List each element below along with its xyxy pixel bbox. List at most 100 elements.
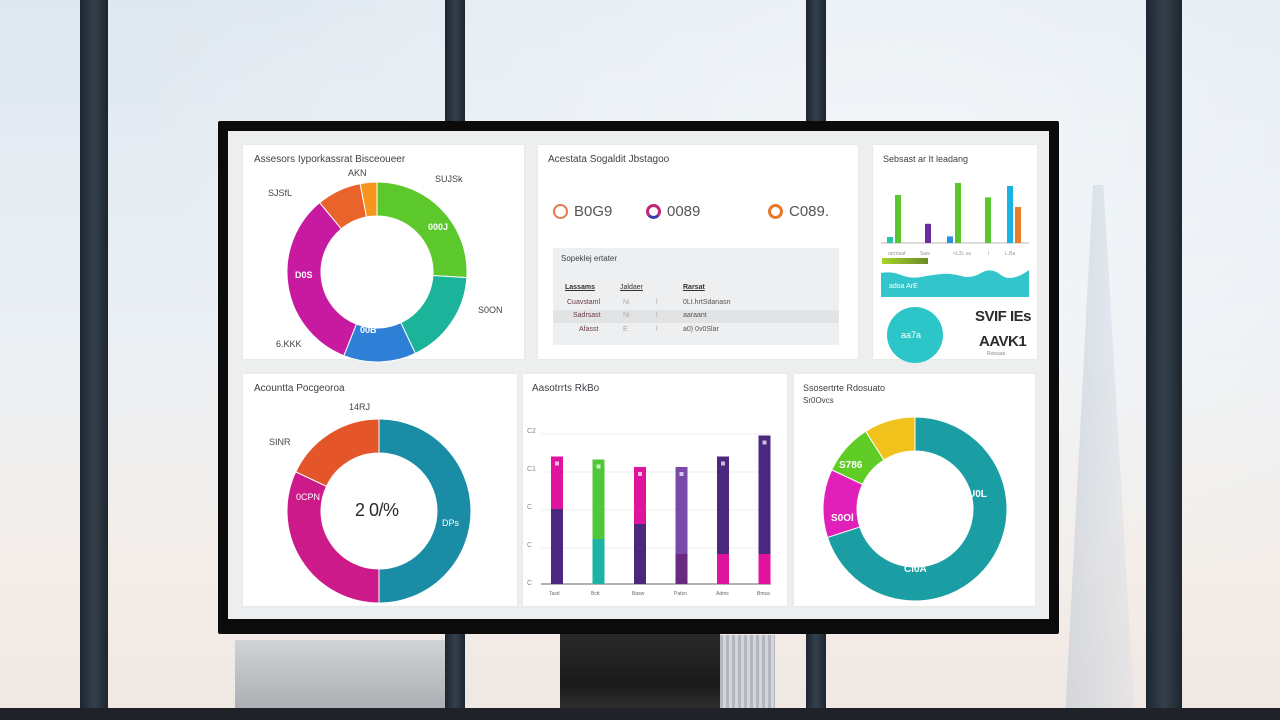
slice-value: D0S	[295, 270, 313, 280]
mini-bar[interactable]	[895, 195, 901, 243]
cell: a0) 0v0Slar	[683, 326, 719, 333]
slice-value: 00B	[360, 325, 377, 335]
window-mullion	[1146, 0, 1182, 720]
slice-label: SINR	[269, 437, 291, 447]
slice-label: SJSfL	[268, 188, 293, 198]
bar-label: rarrnaaf	[888, 251, 906, 257]
bar-segment[interactable]	[758, 435, 771, 555]
mini-bar[interactable]	[1007, 186, 1013, 243]
monitor-stand	[560, 632, 720, 720]
cell: Cuavstaml	[567, 299, 601, 306]
slice-value: S786	[839, 460, 863, 471]
mini-bar[interactable]	[1015, 207, 1021, 243]
city-building	[235, 640, 445, 710]
table-row[interactable]: Afasst E l a0) 0v0Slar	[553, 324, 839, 337]
stat-circle[interactable]	[887, 307, 943, 363]
bar-segment[interactable]	[675, 467, 688, 554]
y-tick: C	[527, 580, 533, 587]
bar-label: Saw	[920, 251, 930, 257]
donut-slice[interactable]	[400, 274, 468, 355]
bar-segment[interactable]	[634, 467, 646, 524]
donut-slice[interactable]	[826, 416, 1008, 602]
circle-label: aa7a	[901, 330, 922, 340]
x-tick: Adms	[716, 591, 729, 597]
center-value: 2 0/%	[355, 500, 399, 520]
donut-slice[interactable]	[376, 181, 468, 279]
kpi-value: B0G9	[574, 203, 613, 220]
mini-bar[interactable]	[887, 237, 893, 243]
bar-segment[interactable]	[758, 554, 771, 584]
city-building-2	[720, 635, 775, 715]
slice-value: 000J	[428, 222, 449, 232]
kpi-value: 0089	[667, 203, 701, 220]
y-tick: C2	[527, 428, 536, 435]
mini-bar-chart[interactable]	[881, 177, 1031, 247]
donut-slice[interactable]	[378, 418, 472, 604]
bar-segment[interactable]	[675, 554, 688, 584]
donut-chart[interactable]	[822, 416, 1008, 602]
bar-segment[interactable]	[592, 539, 605, 584]
slice-label: SUJSk	[435, 174, 463, 184]
stacked-bar-chart[interactable]	[523, 374, 773, 585]
stat-value: SVIF IEs	[975, 308, 1032, 325]
cell: E	[623, 326, 628, 333]
kpi-item[interactable]: 0089	[646, 203, 700, 220]
donut-slice[interactable]	[286, 471, 380, 604]
ring-icon	[553, 204, 568, 219]
donut-slice[interactable]	[865, 416, 916, 461]
kpi-item[interactable]: C089.	[768, 203, 829, 220]
table-title: Sopeklej ertater	[561, 254, 618, 263]
strip-label: adoa ArE	[889, 283, 918, 290]
mini-bar[interactable]	[947, 236, 953, 243]
donut-slice[interactable]	[359, 181, 378, 218]
kpi-item[interactable]: B0G9	[553, 203, 612, 220]
y-tick: C1	[527, 466, 536, 473]
cell: aaraant	[683, 312, 707, 319]
bar-segment[interactable]	[551, 509, 563, 584]
panel-donut-center: Acountta Pocgeoroa 2 0/% 14RJ SINR 0CPN …	[243, 374, 517, 606]
mini-bar[interactable]	[985, 197, 991, 243]
cell: Ni	[623, 299, 630, 306]
column-header[interactable]: Rarsat	[683, 284, 705, 291]
monitor: Assesors Iyporkassrat Bisceoueer AKN SUJ…	[218, 121, 1059, 634]
data-table: Sopeklej ertater Lassams Jaldaer Rarsat …	[553, 248, 839, 345]
panel-subtitle: Sr0Ovcs	[803, 396, 834, 405]
panel-donut-segments: Ssosertrte Rdosuato Sr0Ovcs S786 S0Ol U0…	[794, 374, 1035, 606]
panel-mini-bars: Sebsast ar It leadang rarrnaaf Saw <L3L.…	[873, 145, 1037, 363]
donut-chart[interactable]	[286, 418, 472, 604]
mini-bar[interactable]	[955, 183, 961, 243]
slice-value: Cl0A	[904, 564, 927, 575]
cell: Sadrsast	[573, 312, 601, 319]
area-strip[interactable]	[881, 269, 1029, 297]
table-row[interactable]: Cuavstaml Ni l 0LI.hrtSdanasn	[553, 297, 839, 310]
bar-label: <L3L.sa	[953, 251, 971, 257]
slice-value: S0Ol	[831, 513, 854, 524]
bar-segment[interactable]	[717, 554, 729, 584]
column-header[interactable]: Lassams	[565, 284, 595, 291]
table-header: Lassams Jaldaer Rarsat	[553, 282, 839, 295]
bar-segment[interactable]	[592, 459, 605, 540]
panel-title: Acestata Sogaldit Jbstagoo	[548, 154, 670, 165]
donut-slice[interactable]	[295, 418, 380, 487]
bar-label: L.Ba	[1005, 251, 1016, 257]
donut-slice[interactable]	[286, 201, 358, 357]
y-tick: C	[527, 504, 533, 511]
cell: Ni	[623, 312, 630, 319]
slice-label: 14RJ	[349, 402, 371, 412]
cell: l	[656, 326, 658, 333]
mini-bar[interactable]	[925, 223, 931, 243]
x-tick: Basw	[632, 591, 645, 597]
column-header[interactable]: Jaldaer	[620, 284, 643, 291]
slice-label: AKN	[348, 168, 367, 178]
table-row[interactable]: Sadrsast Ni l aaraant	[553, 310, 839, 323]
panel-donut-breakdown: Assesors Iyporkassrat Bisceoueer AKN SUJ…	[243, 145, 524, 363]
slice-value: 0CPN	[296, 492, 321, 502]
ring-icon	[646, 204, 661, 219]
panel-title: Acountta Pocgeoroa	[254, 383, 345, 394]
panel-kpi-table: Acestata Sogaldit Jbstagoo B0G9 0089 C08…	[538, 145, 858, 359]
donut-chart[interactable]	[286, 181, 468, 363]
bar-segment[interactable]	[717, 456, 729, 555]
cell: l	[656, 312, 658, 319]
bar-segment[interactable]	[551, 456, 563, 510]
bar-segment[interactable]	[634, 524, 646, 584]
